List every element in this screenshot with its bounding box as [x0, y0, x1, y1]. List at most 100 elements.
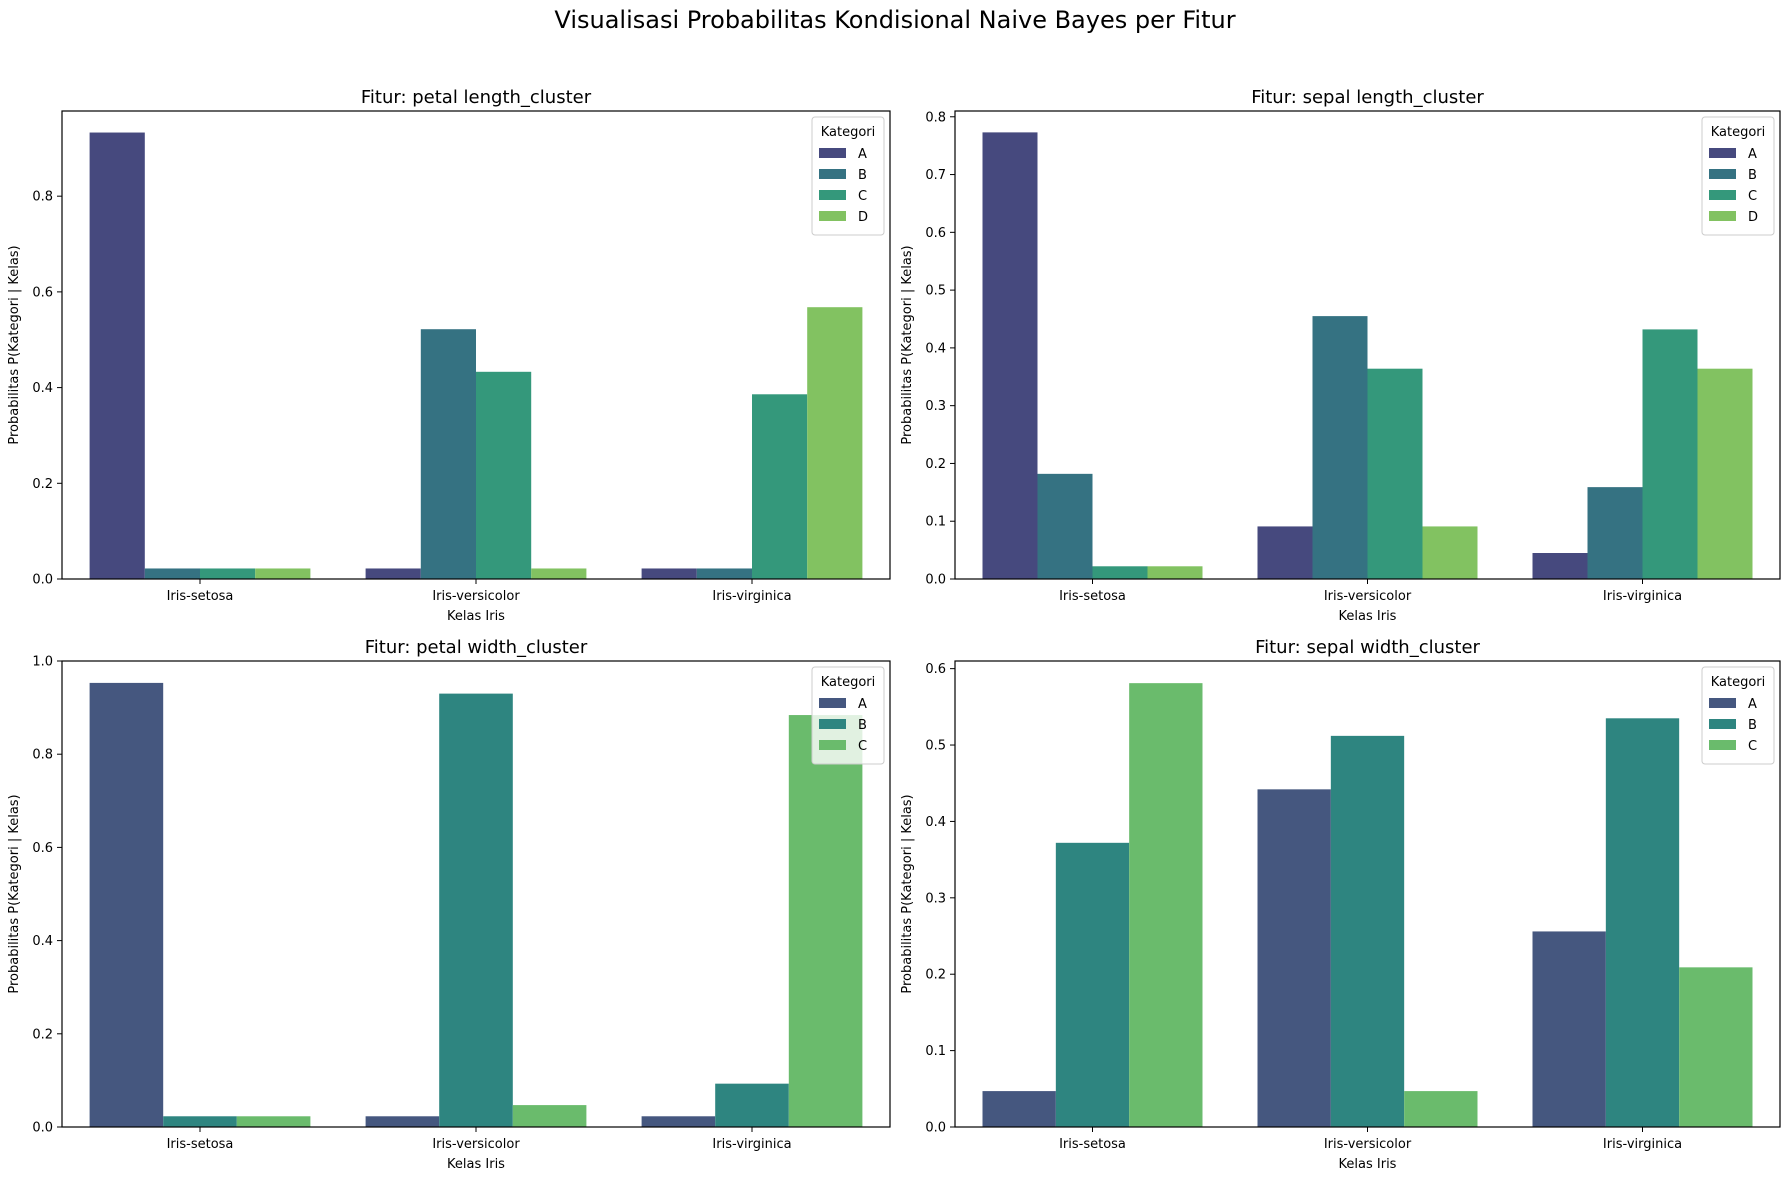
- legend-swatch-D: [1709, 211, 1736, 221]
- bar-B-iris-setosa: [144, 568, 200, 579]
- bar-C-iris-versicolor: [1367, 368, 1423, 579]
- legend-box: [811, 666, 885, 765]
- x-tick-label: Iris-virginica: [712, 1137, 791, 1152]
- y-tick-label: 0.6: [925, 226, 946, 241]
- chart-panel-2: 0.0 0.1 0.2 0.3 0.4 0.5 0.6 0.7 0.8 Iris-setosa Ir…: [900, 87, 1781, 624]
- legend-swatch-C: [1709, 190, 1736, 200]
- bar-C-iris-versicolor: [476, 371, 532, 579]
- x-tick-label: Iris-versicolor: [1324, 1137, 1412, 1152]
- x-tick-label: Iris-versicolor: [1324, 589, 1412, 604]
- chart-panel-3: 0.0 0.2 0.4 0.6 0.8 1.0 Iris-setosa Iris-versic…: [7, 637, 891, 1172]
- legend-box: [1701, 116, 1775, 236]
- bar-A-iris-versicolor: [365, 1116, 440, 1127]
- figure-suptitle: Visualisasi Probabilitas Kondisional Nai…: [554, 6, 1236, 34]
- bar-C-iris-virginica: [1642, 329, 1698, 579]
- x-tick-label: Iris-setosa: [167, 589, 234, 604]
- bar-A-iris-virginica: [641, 568, 697, 579]
- legend-box: [1701, 666, 1775, 765]
- y-tick-label: 0.2: [925, 968, 946, 983]
- legend-swatch-D: [819, 211, 846, 221]
- subplot-title: Fitur: petal width_cluster: [365, 637, 588, 658]
- x-tick-label: Iris-virginica: [712, 589, 791, 604]
- bar-B-iris-virginica: [715, 1083, 789, 1127]
- x-axis-label: Kelas Iris: [447, 1157, 505, 1172]
- bar-A-iris-versicolor: [1257, 789, 1331, 1127]
- legend-label-A: A: [1748, 147, 1757, 162]
- bar-B-iris-setosa: [1037, 473, 1093, 579]
- legend: Kategori ABC: [811, 666, 885, 765]
- y-tick-label: 0.8: [32, 748, 53, 763]
- bar-B-iris-versicolor: [1330, 735, 1405, 1127]
- y-axis-label: Probabilitas P(Kategori | Kelas): [7, 794, 22, 993]
- legend-box: [811, 116, 885, 236]
- legend-swatch-B: [819, 169, 846, 179]
- bar-B-iris-versicolor: [420, 329, 476, 579]
- chart-panel-4: 0.0 0.1 0.2 0.3 0.4 0.5 0.6 Iris-setosa Iris-ver…: [900, 637, 1781, 1172]
- bar-A-iris-virginica: [1532, 553, 1588, 579]
- bar-C-iris-virginica: [1679, 967, 1753, 1127]
- legend-swatch-B: [1709, 719, 1736, 729]
- subplot-title: Fitur: petal length_cluster: [361, 87, 592, 108]
- legend-swatch-A: [1709, 698, 1736, 708]
- bar-B-iris-versicolor: [439, 693, 513, 1127]
- bar-B-iris-virginica: [696, 568, 752, 579]
- legend-label-B: B: [858, 718, 867, 733]
- bar-A-iris-setosa: [982, 1091, 1056, 1127]
- legend-swatch-A: [819, 148, 846, 158]
- legend-label-C: C: [858, 739, 867, 754]
- bar-D-iris-versicolor: [531, 568, 587, 579]
- legend-label-B: B: [858, 168, 867, 183]
- bar-C-iris-setosa: [1092, 566, 1148, 579]
- x-tick-label: Iris-versicolor: [432, 589, 520, 604]
- y-tick-label: 0.2: [32, 1027, 53, 1042]
- legend-label-B: B: [1748, 718, 1757, 733]
- legend-title: Kategori: [1711, 675, 1766, 690]
- bar-D-iris-setosa: [255, 568, 311, 579]
- bar-C-iris-setosa: [200, 568, 256, 579]
- y-tick-label: 0.7: [925, 168, 946, 183]
- x-tick-label: Iris-versicolor: [432, 1137, 520, 1152]
- bar-C-iris-setosa: [236, 1116, 311, 1127]
- y-tick-label: 0.1: [925, 515, 946, 530]
- legend-swatch-A: [819, 698, 846, 708]
- legend-label-A: A: [858, 697, 867, 712]
- y-tick-label: 0.0: [925, 1121, 946, 1136]
- y-tick-label: 0.2: [32, 477, 53, 492]
- legend-label-A: A: [1748, 697, 1757, 712]
- y-tick-label: 0.0: [925, 573, 946, 588]
- bar-C-iris-versicolor: [1404, 1091, 1478, 1127]
- bar-A-iris-versicolor: [365, 568, 421, 579]
- y-tick-label: 0.4: [32, 381, 53, 396]
- y-tick-label: 0.2: [925, 457, 946, 472]
- legend: Kategori ABC: [1701, 666, 1775, 765]
- y-tick-label: 1.0: [32, 655, 53, 670]
- bar-A-iris-virginica: [641, 1116, 716, 1127]
- legend-label-B: B: [1748, 168, 1757, 183]
- bar-D-iris-virginica: [807, 307, 863, 579]
- bar-B-iris-virginica: [1587, 487, 1643, 579]
- y-tick-label: 0.5: [925, 739, 946, 754]
- legend-title: Kategori: [821, 125, 876, 140]
- bar-B-iris-setosa: [1055, 842, 1130, 1127]
- legend-swatch-A: [1709, 148, 1736, 158]
- bar-D-iris-versicolor: [1422, 526, 1478, 579]
- x-axis-label: Kelas Iris: [447, 609, 505, 624]
- legend-swatch-B: [819, 719, 846, 729]
- y-tick-label: 0.0: [32, 1121, 53, 1136]
- legend-label-C: C: [858, 189, 867, 204]
- bar-A-iris-setosa: [982, 132, 1038, 579]
- bar-B-iris-versicolor: [1312, 316, 1368, 579]
- legend-title: Kategori: [1711, 125, 1766, 140]
- y-tick-label: 0.6: [925, 662, 946, 677]
- legend-label-A: A: [858, 147, 867, 162]
- legend-swatch-C: [1709, 740, 1736, 750]
- y-axis-label: Probabilitas P(Kategori | Kelas): [7, 245, 22, 444]
- y-tick-label: 0.3: [925, 399, 946, 414]
- legend-label-D: D: [1748, 210, 1758, 225]
- x-tick-label: Iris-virginica: [1603, 1137, 1682, 1152]
- y-tick-label: 0.0: [32, 573, 53, 588]
- y-tick-label: 0.1: [925, 1044, 946, 1059]
